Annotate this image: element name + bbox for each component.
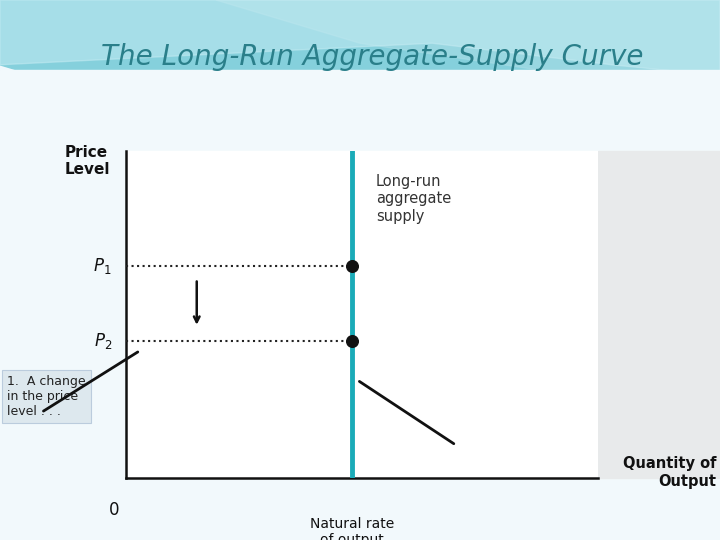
- Text: 2.  . . . does not affect
the quantity of goods
and services supplied
in the lon: 2. . . . does not affect the quantity of…: [342, 375, 480, 433]
- Text: Long-run
aggregate
supply: Long-run aggregate supply: [376, 174, 451, 224]
- Point: [346, 336, 358, 345]
- Polygon shape: [216, 0, 720, 97]
- Polygon shape: [0, 0, 720, 151]
- Bar: [598, 151, 720, 478]
- Text: Natural rate
of output: Natural rate of output: [310, 517, 395, 540]
- Text: 1.  A change
in the price
level . . .: 1. A change in the price level . . .: [7, 375, 86, 418]
- Bar: [0, 70, 720, 540]
- Polygon shape: [0, 0, 720, 76]
- Bar: [126, 151, 598, 478]
- Point: [346, 261, 358, 270]
- Text: $\it{P}_1$: $\it{P}_1$: [94, 255, 112, 275]
- Text: The Long-Run Aggregate-Supply Curve: The Long-Run Aggregate-Supply Curve: [101, 43, 643, 71]
- Text: Quantity of
Output: Quantity of Output: [623, 456, 716, 489]
- Text: 0: 0: [109, 501, 120, 519]
- Text: Price
Level: Price Level: [65, 145, 110, 177]
- Text: $\it{P}_2$: $\it{P}_2$: [94, 330, 112, 350]
